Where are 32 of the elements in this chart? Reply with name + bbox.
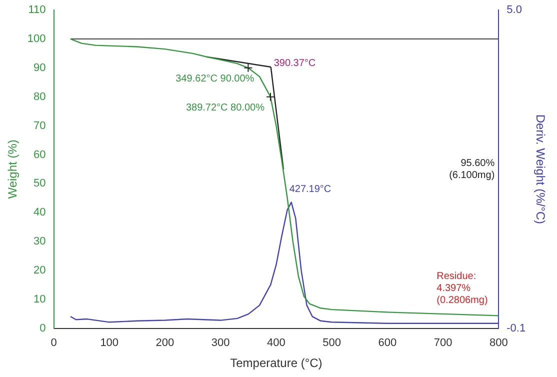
y-tick-label: 30 <box>34 236 46 248</box>
x-tick-label: 800 <box>489 337 508 350</box>
annotation: 389.72°C 80.00% <box>186 102 265 114</box>
x-tick-label: 200 <box>156 337 174 350</box>
y-tick-label: 100 <box>27 32 46 45</box>
y-axis-title: Weight (%) <box>6 140 20 199</box>
y2-tick-label: 5.0 <box>506 4 522 16</box>
annotation: Residue: 4.397% (0.2806mg) <box>436 271 488 306</box>
annotation: 349.62°C 90.00% <box>176 74 254 85</box>
y-tick-label: 0 <box>40 322 46 334</box>
y-tick-label: 70 <box>34 120 46 132</box>
annotation: 427.19°C <box>289 184 332 195</box>
x-axis-title: Temperature (°C) <box>230 356 322 370</box>
y-tick-label: 10 <box>34 293 46 306</box>
x-tick-label: 500 <box>322 337 341 350</box>
y-tick-label: 90 <box>34 62 46 74</box>
y-tick-label: 40 <box>34 206 46 219</box>
y-tick-label: 80 <box>34 90 46 103</box>
x-tick-label: 100 <box>100 337 119 350</box>
x-tick-label: 0 <box>50 337 57 350</box>
y2-tick-label: -0.1 <box>506 322 526 334</box>
y2-axis-title: Deriv. Weight (%/°C) <box>533 114 548 224</box>
annotation: 390.37°C <box>274 58 316 69</box>
y-tick-label: 50 <box>34 178 46 190</box>
x-tick-label: 600 <box>378 337 397 350</box>
y-tick-label: 110 <box>28 4 46 16</box>
y-tick-label: 60 <box>34 148 46 161</box>
y-tick-label: 20 <box>34 264 46 277</box>
x-tick-label: 300 <box>211 337 230 350</box>
x-tick-label: 700 <box>434 337 452 350</box>
x-tick-label: 400 <box>267 337 286 350</box>
annotation: 95.60% (6.100mg) <box>449 158 495 181</box>
